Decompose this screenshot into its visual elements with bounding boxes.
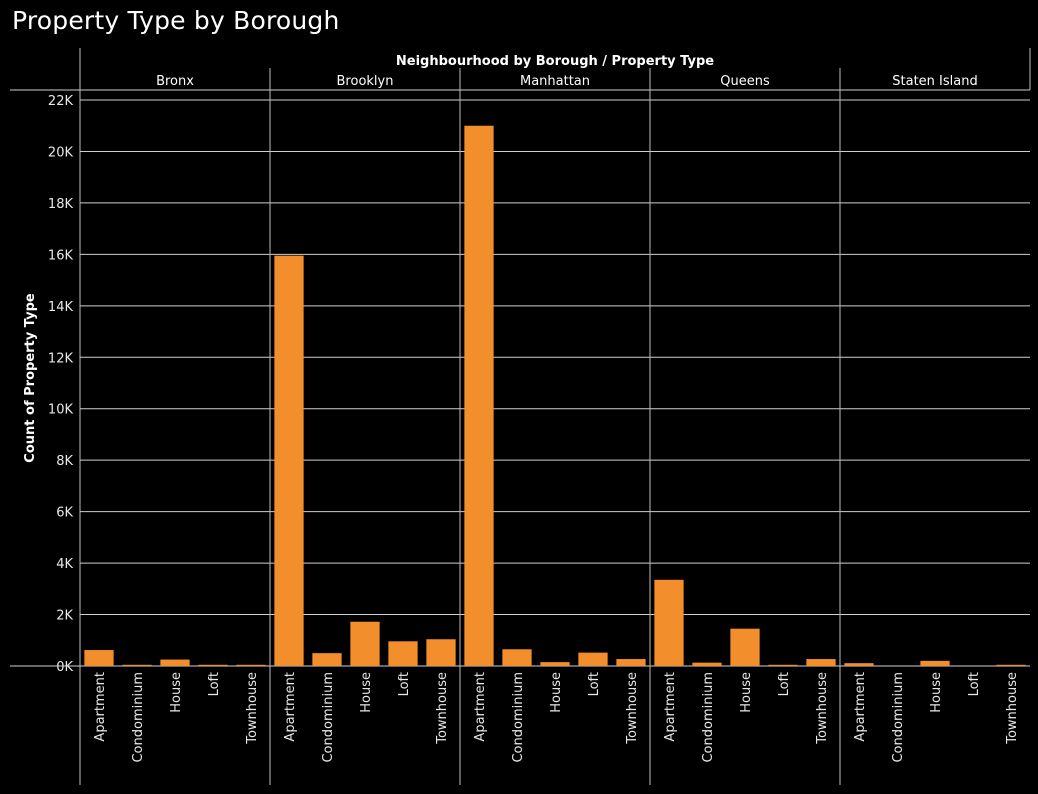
bar[interactable]: [350, 621, 380, 666]
y-tick-label: 16K: [48, 248, 74, 263]
x-tick-label: Condominium: [321, 672, 336, 763]
x-tick-label: House: [929, 672, 944, 713]
bar[interactable]: [540, 662, 570, 666]
column-header: Neighbourhood by Borough / Property Type: [396, 54, 714, 69]
bar[interactable]: [730, 628, 760, 666]
x-tick-label: Loft: [397, 672, 412, 696]
x-tick-label: House: [549, 672, 564, 713]
x-tick-label: Loft: [967, 672, 982, 696]
bar[interactable]: [502, 649, 532, 666]
y-tick-label: 12K: [48, 351, 74, 366]
bar[interactable]: [236, 664, 266, 666]
x-tick-label: Townhouse: [625, 672, 640, 745]
y-tick-label: 20K: [48, 145, 74, 160]
x-tick-label: Townhouse: [1005, 672, 1020, 745]
bar[interactable]: [198, 664, 228, 666]
x-tick-label: Condominium: [131, 672, 146, 763]
y-tick-label: 6K: [56, 506, 73, 521]
bar[interactable]: [692, 662, 722, 666]
group-label: Queens: [720, 74, 770, 89]
x-tick-label: Loft: [587, 672, 602, 696]
x-tick-label: Apartment: [663, 672, 678, 742]
chart-title: Property Type by Borough: [12, 6, 340, 35]
y-axis-label: Count of Property Type: [23, 293, 38, 463]
bar[interactable]: [654, 579, 684, 666]
x-tick-label: Condominium: [701, 672, 716, 763]
group-label: Brooklyn: [337, 74, 394, 89]
x-tick-label: Condominium: [511, 672, 526, 763]
bar[interactable]: [844, 663, 874, 666]
x-tick-label: Condominium: [891, 672, 906, 763]
bar[interactable]: [312, 653, 342, 666]
y-tick-label: 4K: [56, 557, 73, 572]
y-tick-label: 10K: [48, 403, 74, 418]
bar[interactable]: [616, 659, 646, 666]
group-label: Staten Island: [892, 74, 977, 89]
x-tick-label: Townhouse: [815, 672, 830, 745]
bar[interactable]: [160, 659, 190, 666]
y-tick-label: 18K: [48, 197, 74, 212]
x-tick-label: Loft: [777, 672, 792, 696]
x-tick-label: Apartment: [473, 672, 488, 742]
group-label: Bronx: [156, 74, 194, 89]
bar[interactable]: [122, 664, 152, 666]
y-tick-label: 14K: [48, 300, 74, 315]
x-tick-label: Apartment: [93, 672, 108, 742]
y-tick-label: 0K: [56, 660, 73, 675]
x-tick-label: Townhouse: [245, 672, 260, 745]
bar[interactable]: [464, 125, 494, 666]
bar[interactable]: [806, 659, 836, 666]
bar[interactable]: [578, 652, 608, 666]
bar[interactable]: [996, 664, 1026, 666]
x-tick-label: Loft: [207, 672, 222, 696]
bar[interactable]: [388, 641, 418, 666]
bar[interactable]: [768, 664, 798, 666]
bar[interactable]: [426, 639, 456, 666]
x-tick-label: Apartment: [853, 672, 868, 742]
x-tick-label: Townhouse: [435, 672, 450, 745]
y-tick-label: 8K: [56, 454, 73, 469]
x-tick-label: House: [739, 672, 754, 713]
bar[interactable]: [920, 660, 950, 666]
x-tick-label: Apartment: [283, 672, 298, 742]
y-tick-label: 2K: [56, 609, 73, 624]
bar[interactable]: [84, 650, 114, 666]
group-label: Manhattan: [520, 74, 590, 89]
x-tick-label: House: [169, 672, 184, 713]
bar[interactable]: [274, 255, 304, 666]
y-tick-label: 22K: [48, 94, 74, 109]
x-tick-label: House: [359, 672, 374, 713]
